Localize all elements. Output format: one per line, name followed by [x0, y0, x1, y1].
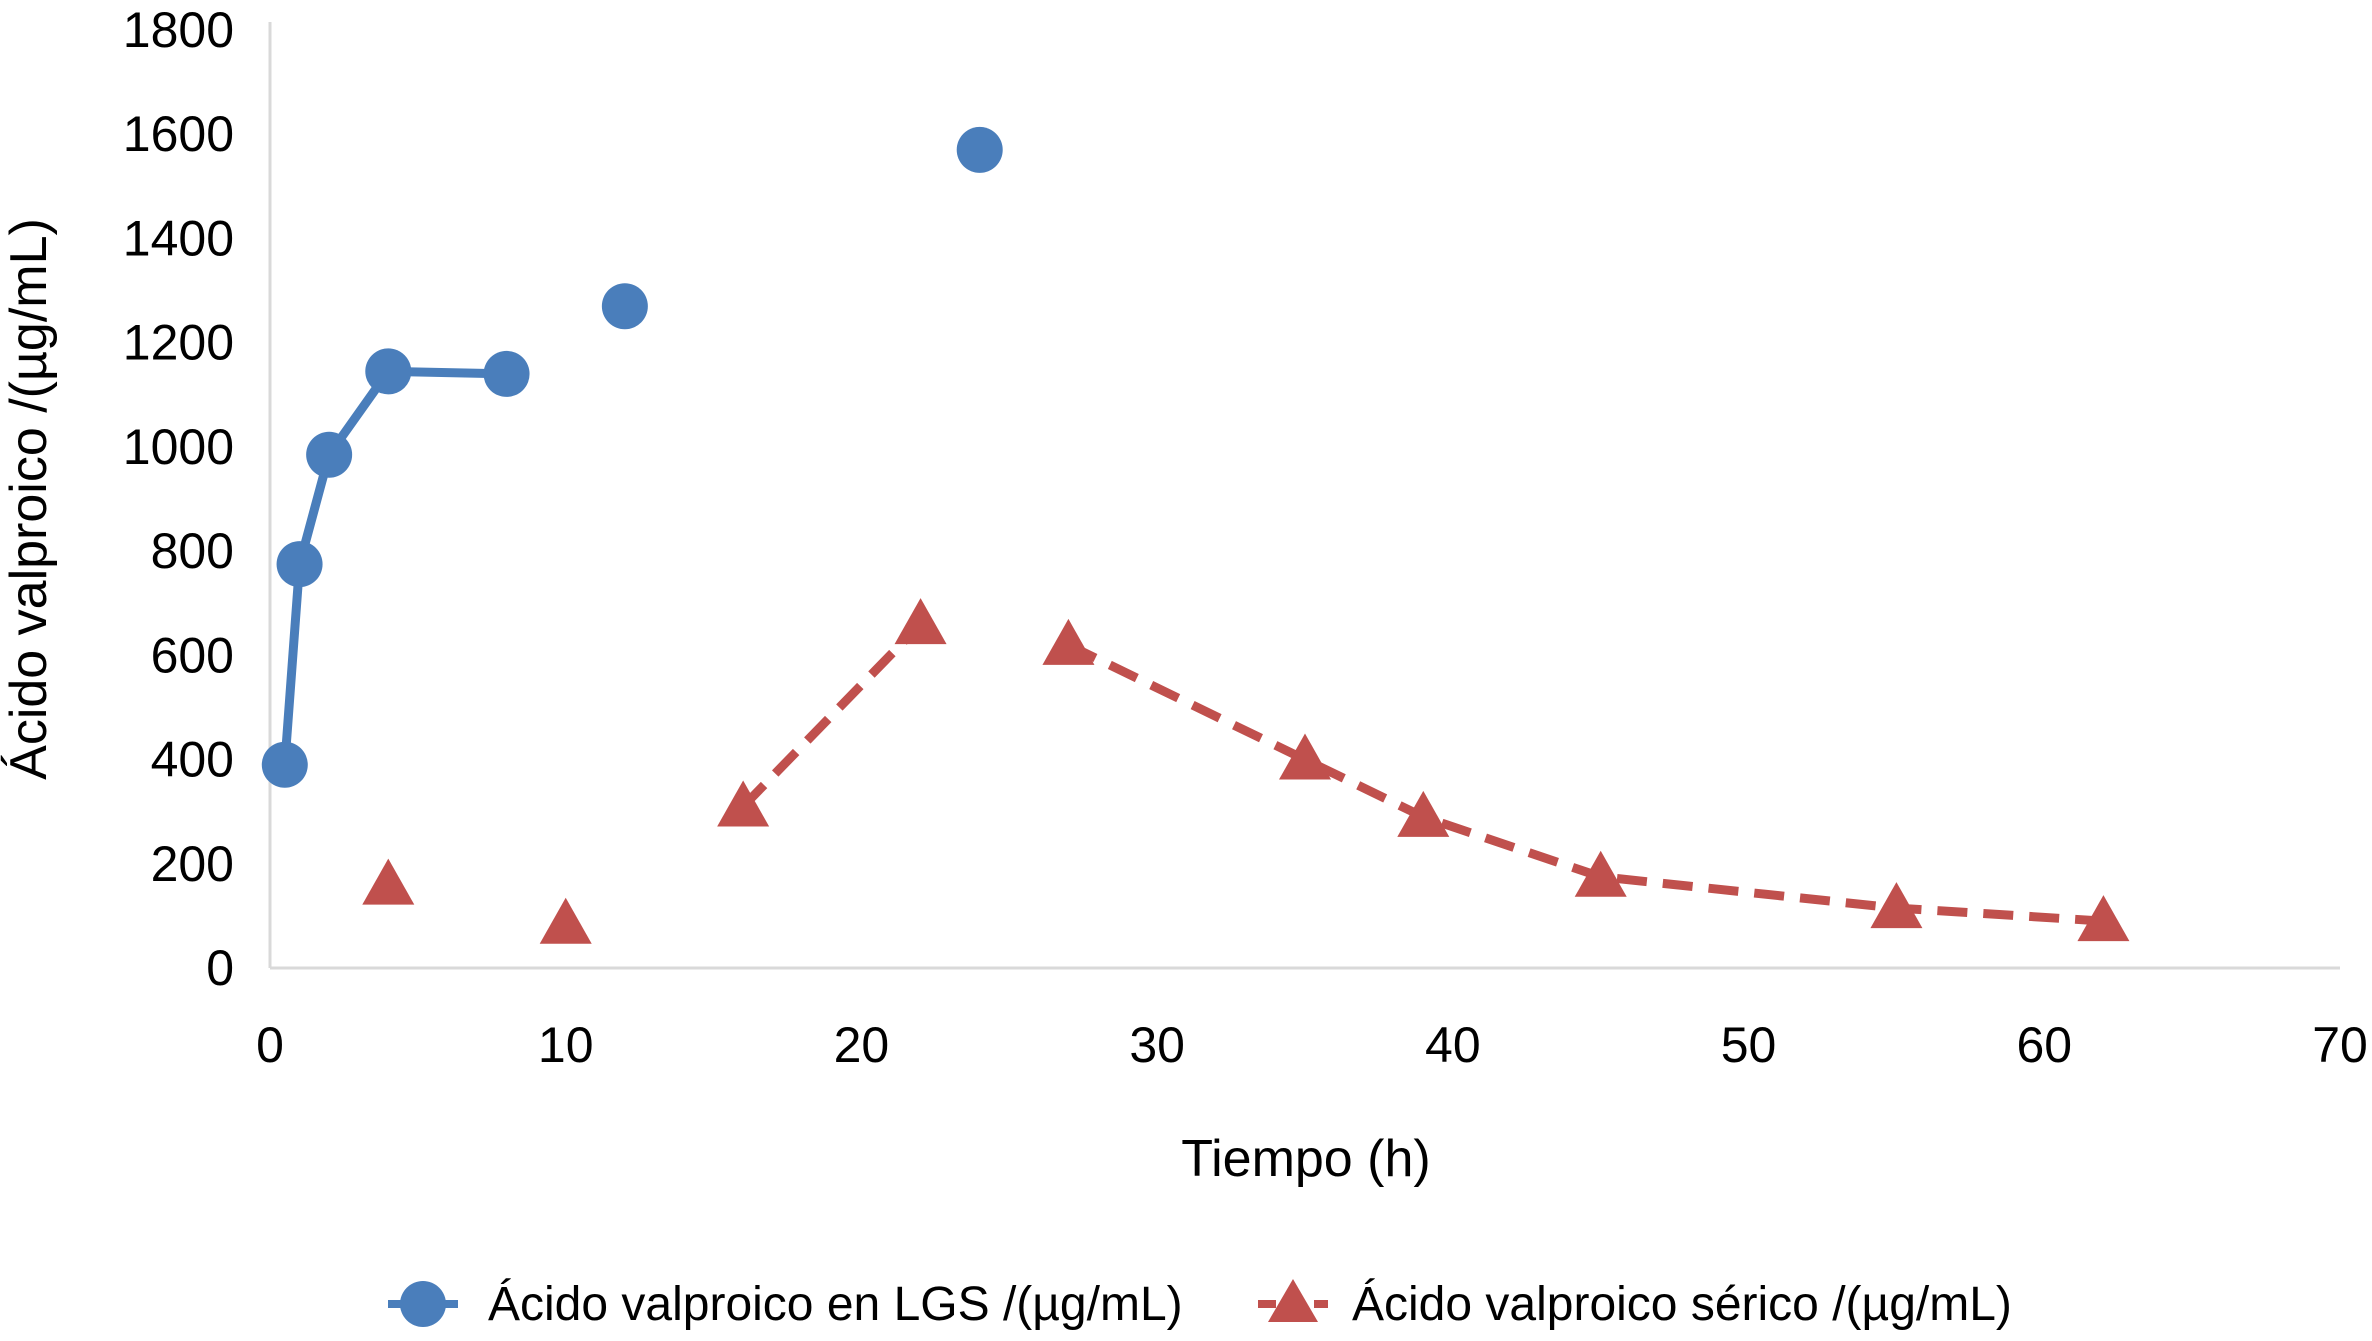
y-tick-label: 1800 [123, 2, 234, 58]
y-tick-label: 1600 [123, 106, 234, 162]
data-point-serico [717, 780, 770, 827]
data-point-serico [1279, 733, 1331, 780]
data-point-lgs [276, 541, 323, 588]
y-tick-labels: 0 200 400 600 800 1000 1200 1400 1600 1800 [123, 2, 234, 996]
x-tick-label: 60 [2016, 1017, 2072, 1073]
legend-label-lgs: Ácido valproico en LGS /(µg/mL) [488, 1278, 1183, 1331]
data-point-lgs [483, 350, 530, 397]
x-tick-label: 40 [1425, 1017, 1481, 1073]
data-point-lgs [601, 283, 648, 330]
series-line-serico [1066, 640, 2104, 926]
data-point-lgs [306, 431, 353, 478]
x-tick-label: 70 [2312, 1017, 2368, 1073]
legend-item-serico: Ácido valproico sérico /(µg/mL) [1258, 1278, 2012, 1331]
x-tick-labels: 0 10 20 30 40 50 60 70 [256, 1017, 2368, 1073]
data-point-lgs [261, 741, 308, 788]
legend-marker-serico [1268, 1279, 1318, 1322]
y-tick-label: 800 [151, 523, 234, 579]
legend: Ácido valproico en LGS /(µg/mL) Ácido va… [388, 1278, 2012, 1331]
y-tick-label: 200 [151, 836, 234, 892]
legend-item-lgs: Ácido valproico en LGS /(µg/mL) [388, 1278, 1183, 1331]
x-tick-label: 30 [1129, 1017, 1185, 1073]
y-tick-label: 1000 [123, 419, 234, 475]
data-point-serico [2077, 895, 2130, 942]
legend-marker-lgs [400, 1281, 446, 1327]
data-point-serico [539, 897, 592, 944]
data-point-lgs [365, 348, 412, 395]
series-markers [261, 126, 2130, 944]
x-tick-label: 0 [256, 1017, 284, 1073]
y-tick-label: 1400 [123, 210, 234, 266]
data-point-serico [894, 598, 947, 645]
y-axis-title: Ácido valproico /(µg/mL) [0, 218, 58, 780]
series-line-serico [739, 620, 924, 810]
chart-axes [268, 22, 2340, 970]
data-point-serico [1042, 618, 1095, 665]
data-point-lgs [956, 126, 1003, 173]
x-axis-title: Tiempo (h) [1181, 1130, 1430, 1188]
y-tick-label: 600 [151, 627, 234, 683]
x-tick-label: 20 [834, 1017, 890, 1073]
data-point-serico [1574, 850, 1627, 897]
data-point-serico [362, 858, 415, 905]
data-point-serico [1397, 790, 1450, 837]
y-tick-label: 1200 [123, 315, 234, 371]
series-lines [280, 366, 2104, 926]
x-tick-label: 10 [538, 1017, 594, 1073]
y-tick-label: 400 [151, 732, 234, 788]
data-point-serico [1870, 882, 1923, 929]
y-tick-label: 0 [206, 940, 234, 996]
legend-label-serico: Ácido valproico sérico /(µg/mL) [1352, 1278, 2012, 1331]
x-tick-label: 50 [1721, 1017, 1777, 1073]
